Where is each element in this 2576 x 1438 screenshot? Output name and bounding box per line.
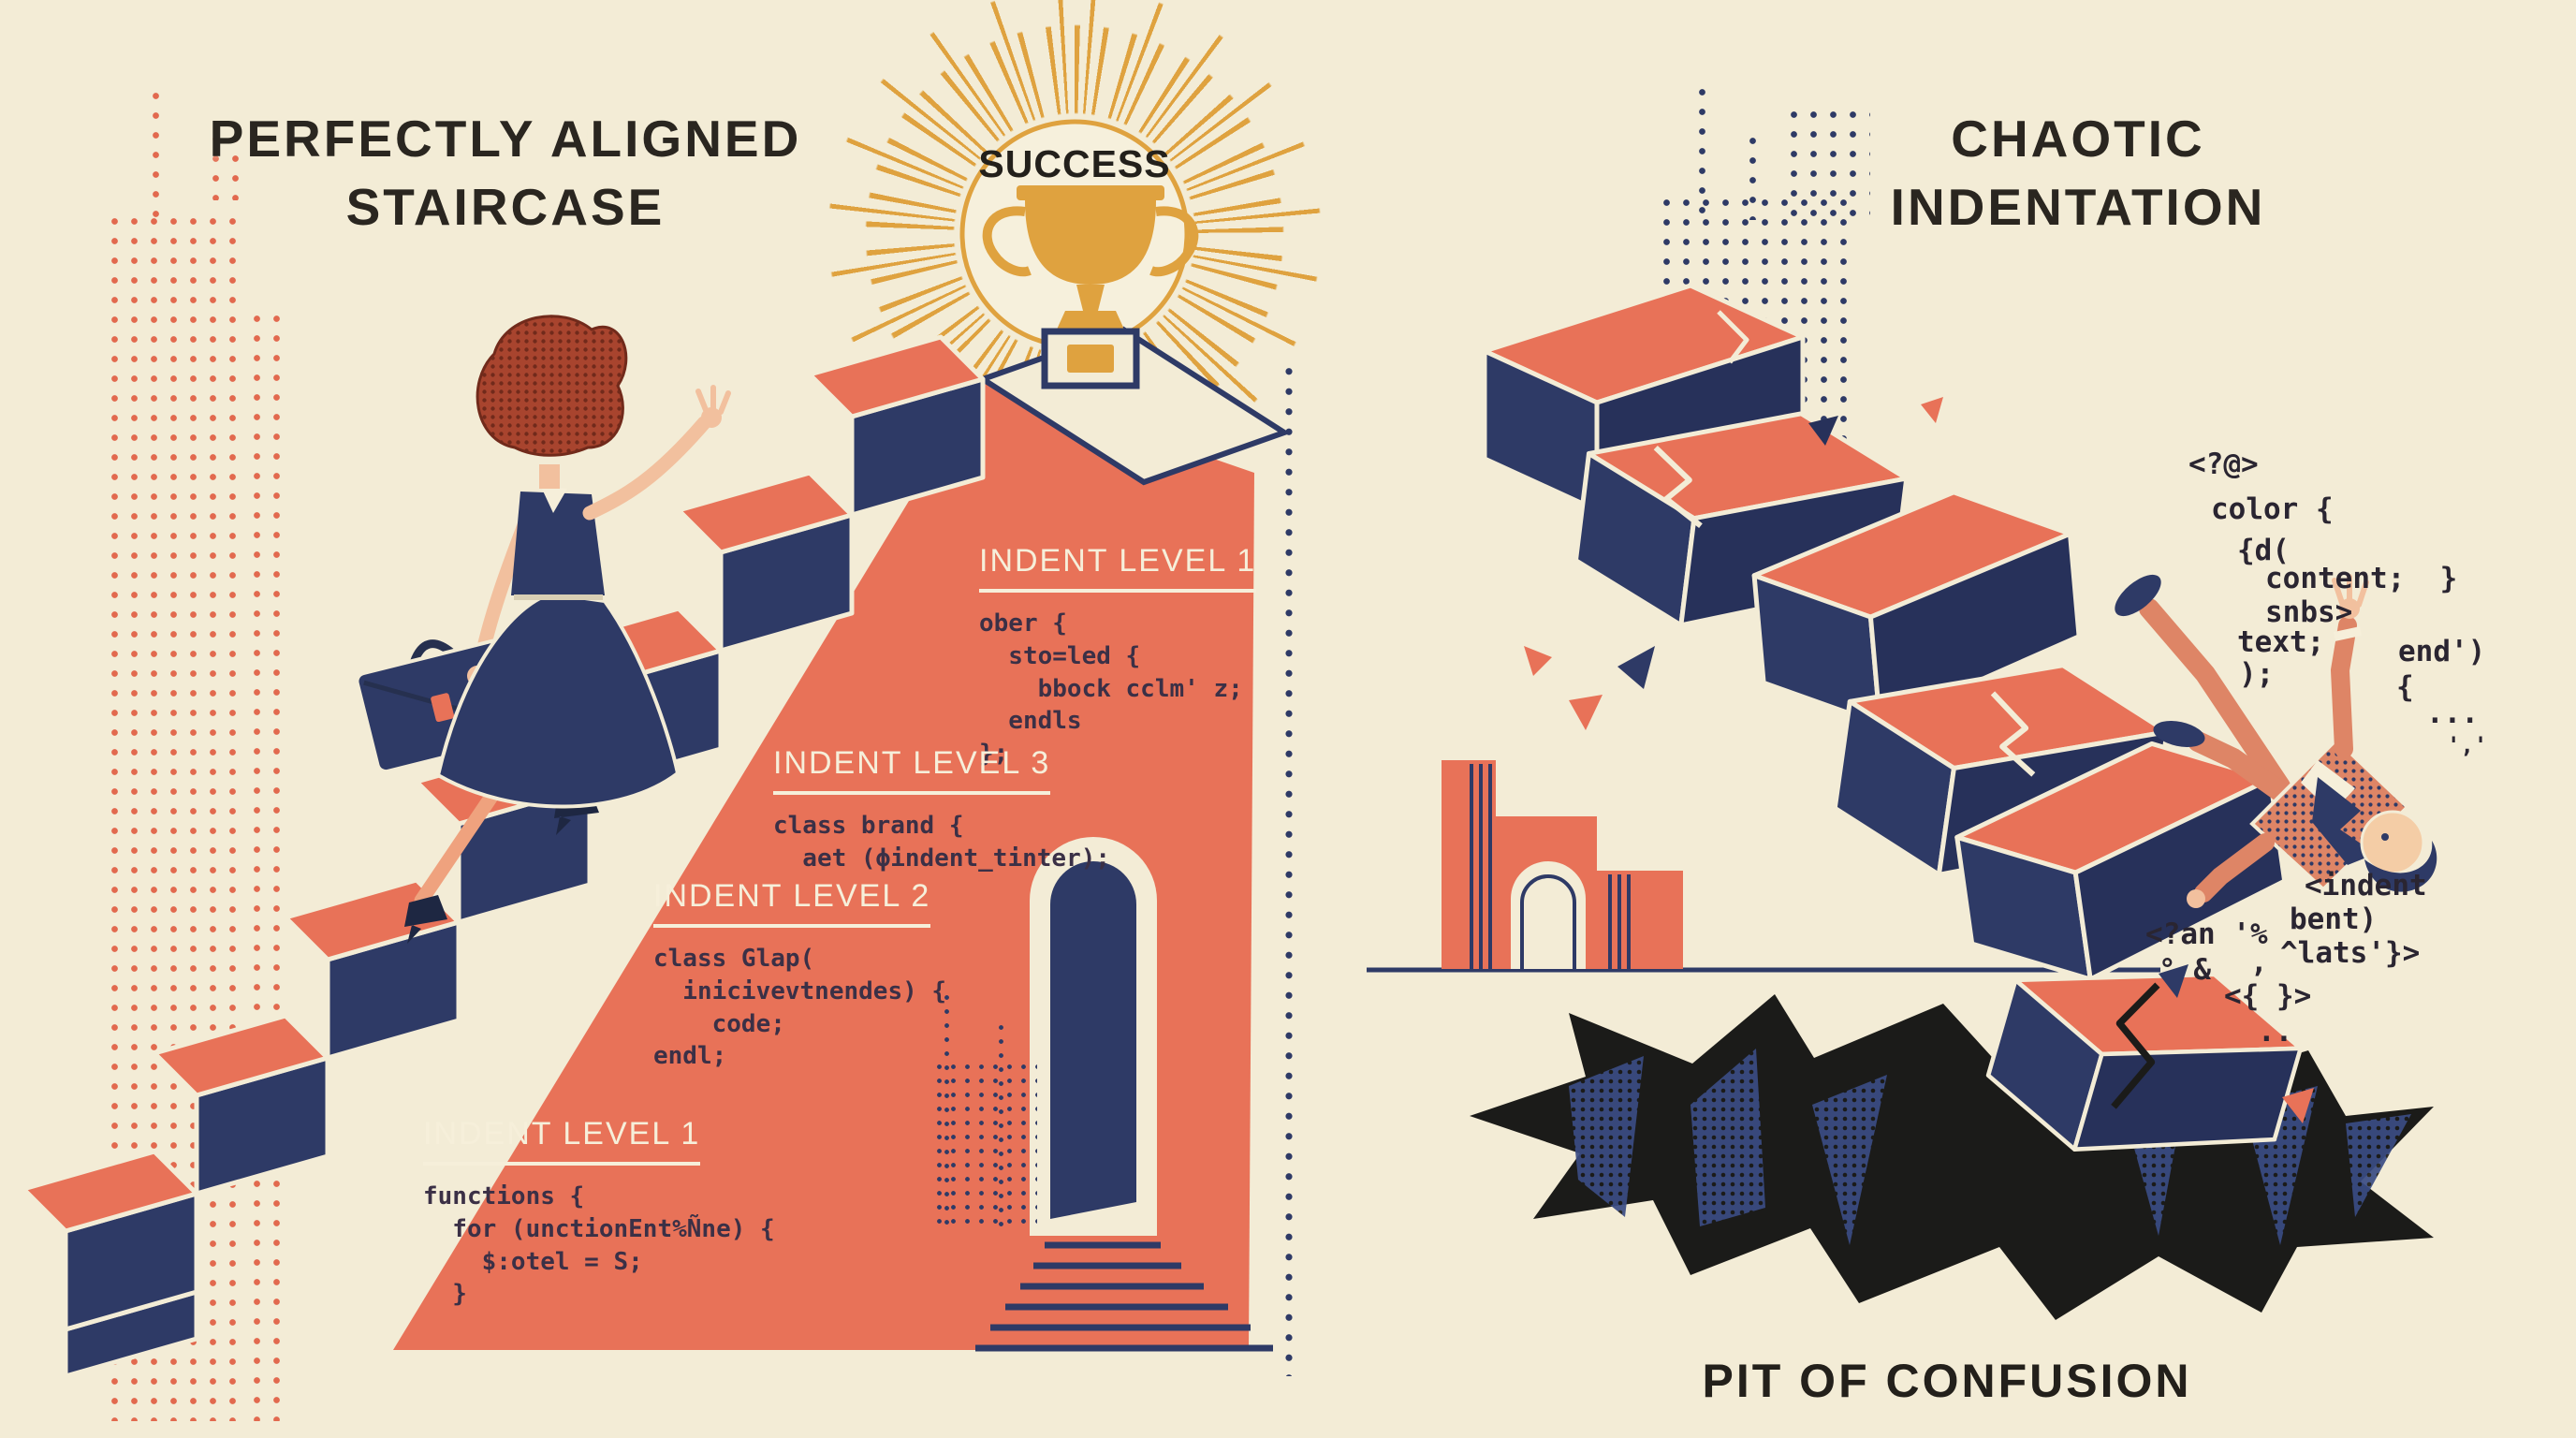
broken-block-falling: [1985, 972, 2304, 1152]
left-title-line2: STAIRCASE: [345, 177, 666, 236]
code-block-indent-level-3: INDENT LEVEL 3 class brand { aet (ϕinden…: [773, 745, 1110, 875]
code-block-indent-level-2: INDENT LEVEL 2 class Glap( inicivevtnend…: [653, 878, 946, 1073]
woman-bangs: [509, 361, 599, 408]
man-arm2: [2194, 833, 2275, 902]
code-block-heading: INDENT LEVEL 1: [423, 1116, 701, 1166]
arch-building: [1442, 760, 1683, 969]
dotted-divider: [1284, 361, 1294, 1376]
code-fragment: ,: [2250, 946, 2268, 979]
code-block-code: functions { for (unctionEnt%Ñne) { $:ote…: [423, 1182, 775, 1309]
code-fragment: <indent: [2305, 869, 2427, 902]
code-fragment: text;: [2237, 625, 2325, 659]
code-block-indent-level-1-bottom: INDENT LEVEL 1 functions { for (unctionE…: [423, 1116, 775, 1311]
woman-raised-arm: [582, 416, 711, 521]
man-raised-arm: [2330, 616, 2357, 758]
woman-raised-hand: [695, 385, 731, 428]
door-steps-lines: [975, 1241, 1273, 1352]
left-scene-illustration: [21, 119, 1288, 1379]
woman-neck: [539, 464, 560, 489]
code-fragment: content; }: [2265, 562, 2458, 595]
code-fragment: ..: [2258, 1015, 2293, 1049]
man-leg2: [2188, 731, 2309, 815]
debris-shards: [1524, 397, 2314, 1123]
code-fragment: color {: [2211, 492, 2334, 526]
code-fragment: {d(: [2237, 534, 2290, 567]
right-title-line1: CHAOTIC: [1951, 110, 2205, 168]
left-title-line1: PERFECTLY ALIGNED: [209, 110, 802, 168]
right-title: CHAOTIC INDENTATION: [1807, 105, 2349, 241]
code-fragment: ^lats'}>: [2280, 936, 2421, 970]
man-tie: [2312, 777, 2376, 865]
arch-doorway: [975, 837, 1273, 1352]
code-fragment: end'): [2398, 635, 2486, 668]
code-fragment: <?an '%: [2145, 917, 2268, 951]
man-eye: [2381, 833, 2389, 841]
man-cuff: [2333, 626, 2363, 641]
pit-of-confusion-shape: [1470, 994, 2434, 1320]
man-leg: [2139, 598, 2291, 797]
code-block-heading: INDENT LEVEL 2: [653, 878, 931, 928]
code-fragment: ',': [2447, 732, 2488, 758]
broken-staircase: [1482, 283, 2314, 1152]
climbing-woman: [355, 315, 731, 944]
code-block-heading: INDENT LEVEL 1: [979, 543, 1257, 593]
code-fragment: ...: [2426, 697, 2479, 730]
woman-collar: [541, 487, 567, 513]
code-fragment: snbs>: [2265, 595, 2353, 629]
code-fragment: <?@>: [2188, 448, 2259, 481]
code-block-code: class brand { aet (ϕindent_tinter);: [773, 812, 1111, 873]
code-fragment: ° &: [2159, 953, 2211, 987]
broken-block: [1751, 490, 2082, 727]
dot-skyline-right-spire: [1692, 82, 1705, 225]
woman-skirt: [435, 591, 681, 809]
right-title-line2: INDENTATION: [1890, 177, 2266, 236]
man-shoe: [2115, 574, 2161, 617]
code-fragment: {: [2396, 670, 2414, 704]
broken-block: [1954, 741, 2288, 982]
code-block-code: class Glap( inicivevtnendes) { code; end…: [653, 945, 947, 1071]
man-hair: [2364, 841, 2437, 892]
pit-caption: PIT OF CONFUSION: [1702, 1355, 2192, 1407]
success-label: SUCCESS: [978, 142, 1171, 185]
woman-bodice: [511, 492, 605, 595]
code-fragment: );: [2239, 657, 2275, 691]
code-block-indent-level-1-top: INDENT LEVEL 1 ober { sto=led { bbock cc…: [979, 543, 1257, 770]
trophy-icon: [982, 185, 1199, 389]
code-block-heading: INDENT LEVEL 3: [773, 745, 1051, 795]
dot-skyline-left-band2: [247, 309, 286, 1421]
code-fragment: <{ }>: [2224, 979, 2312, 1013]
man-raised-hand: [2332, 574, 2369, 619]
woman-hair: [476, 315, 628, 457]
dot-skyline-left-spire: [146, 86, 172, 217]
falling-man: [2115, 574, 2437, 908]
dot-skyline-left-cluster: [206, 129, 245, 200]
man-hand2: [2187, 889, 2205, 908]
wall-dots-band: [932, 1060, 1037, 1226]
left-title: PERFECTLY ALIGNED STAIRCASE: [131, 105, 880, 241]
code-block-code: ober { sto=led { bbock cclm' z; endls };: [979, 609, 1243, 769]
staircase-steps: [21, 334, 986, 1379]
code-fragment: bent): [2290, 902, 2378, 936]
right-scene-illustration: [1367, 283, 2437, 1320]
woman-back-shoe: [404, 895, 447, 944]
man-shoe2: [2153, 721, 2205, 747]
